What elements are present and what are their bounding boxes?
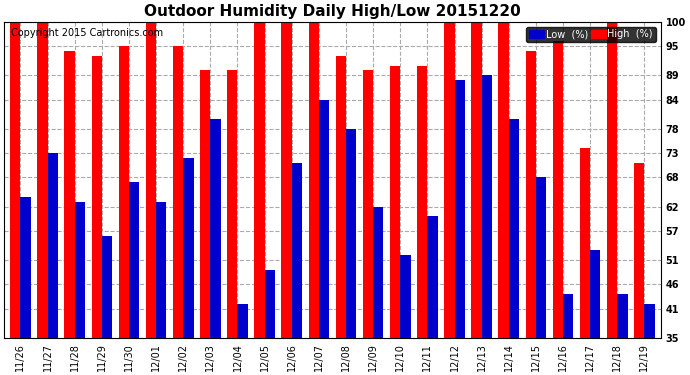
Bar	[618, 294, 628, 338]
Bar	[48, 153, 58, 338]
Bar	[471, 22, 482, 338]
Bar	[37, 22, 48, 338]
Title: Outdoor Humidity Daily High/Low 20151220: Outdoor Humidity Daily High/Low 20151220	[144, 4, 521, 19]
Bar	[64, 51, 75, 338]
Bar	[607, 22, 618, 338]
Bar	[563, 294, 573, 338]
Text: Copyright 2015 Cartronics.com: Copyright 2015 Cartronics.com	[11, 28, 163, 38]
Bar	[184, 158, 193, 338]
Bar	[282, 22, 292, 338]
Bar	[346, 129, 356, 338]
Bar	[390, 66, 400, 338]
Bar	[173, 46, 184, 338]
Bar	[292, 163, 302, 338]
Bar	[146, 22, 156, 338]
Bar	[255, 22, 265, 338]
Bar	[498, 22, 509, 338]
Legend: Low  (%), High  (%): Low (%), High (%)	[526, 27, 656, 42]
Bar	[526, 51, 536, 338]
Bar	[227, 70, 237, 338]
Bar	[10, 22, 21, 338]
Bar	[237, 304, 248, 338]
Bar	[363, 70, 373, 338]
Bar	[319, 100, 329, 338]
Bar	[373, 207, 384, 338]
Bar	[580, 148, 590, 338]
Bar	[308, 22, 319, 338]
Bar	[265, 270, 275, 338]
Bar	[210, 119, 221, 338]
Bar	[336, 56, 346, 338]
Bar	[590, 251, 600, 338]
Bar	[536, 177, 546, 338]
Bar	[156, 202, 166, 338]
Bar	[455, 80, 465, 338]
Bar	[200, 70, 210, 338]
Bar	[92, 56, 102, 338]
Bar	[427, 216, 437, 338]
Bar	[417, 66, 427, 338]
Bar	[75, 202, 85, 338]
Bar	[21, 197, 31, 338]
Bar	[102, 236, 112, 338]
Bar	[553, 41, 563, 338]
Bar	[129, 182, 139, 338]
Bar	[634, 163, 644, 338]
Bar	[644, 304, 655, 338]
Bar	[509, 119, 519, 338]
Bar	[444, 22, 455, 338]
Bar	[119, 46, 129, 338]
Bar	[482, 75, 492, 338]
Bar	[400, 255, 411, 338]
